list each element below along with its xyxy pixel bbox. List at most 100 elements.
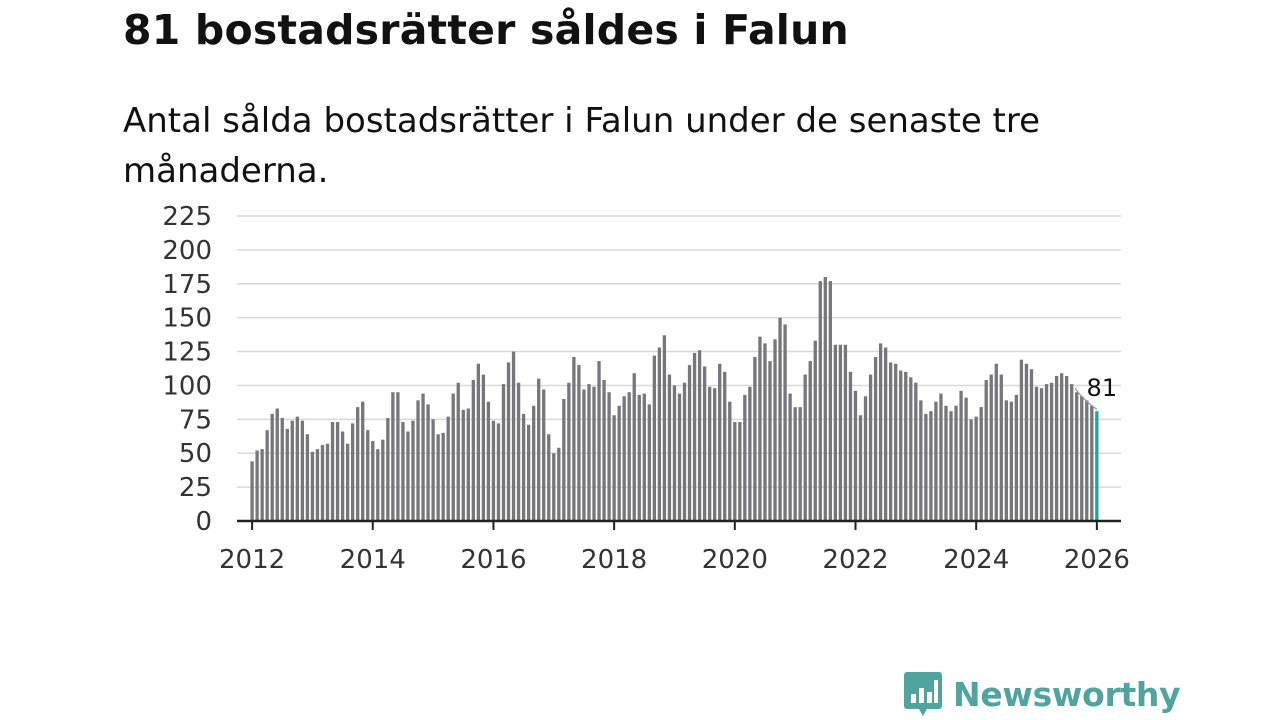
bar <box>391 392 395 521</box>
bar <box>657 347 662 521</box>
bar <box>642 393 646 521</box>
x-tick-label: 2024 <box>943 545 1009 575</box>
bar <box>964 397 968 521</box>
annotation-label: 81 <box>1087 374 1118 402</box>
bar <box>622 396 626 521</box>
bar <box>682 382 687 521</box>
bar <box>456 382 460 521</box>
bar <box>838 344 843 521</box>
bar <box>919 400 923 521</box>
bar <box>1090 405 1094 521</box>
bar <box>496 423 501 521</box>
bar <box>662 335 667 521</box>
bar <box>285 428 289 521</box>
bar <box>461 409 465 521</box>
bar <box>1004 400 1008 521</box>
y-tick-label: 75 <box>179 405 212 435</box>
bar <box>959 390 963 521</box>
bar <box>974 416 978 521</box>
y-tick-label: 50 <box>179 439 212 469</box>
bar <box>255 450 259 521</box>
bar <box>597 361 601 521</box>
bar <box>416 400 420 521</box>
bar <box>803 374 807 521</box>
bar <box>491 420 496 521</box>
bar <box>1009 401 1014 521</box>
bar <box>637 394 641 521</box>
newsworthy-logo: Newsworthy <box>903 670 1181 718</box>
bar <box>476 363 481 521</box>
bar <box>260 449 264 521</box>
bar <box>758 336 762 521</box>
bar <box>521 413 526 521</box>
bar <box>652 355 657 521</box>
bar <box>350 423 355 521</box>
bar <box>542 389 546 521</box>
bar <box>763 343 767 521</box>
bar <box>330 422 335 521</box>
bar <box>738 422 742 521</box>
bar <box>582 389 586 521</box>
bar <box>431 419 435 521</box>
bar <box>718 363 722 521</box>
bar <box>587 384 591 521</box>
bar <box>702 366 707 521</box>
bar <box>1029 369 1034 521</box>
bar <box>376 449 380 521</box>
bar <box>305 434 310 521</box>
chart-title: 81 bostadsrätter såldes i Falun <box>123 6 849 54</box>
bar <box>532 405 536 521</box>
bar <box>295 416 299 521</box>
bar <box>929 411 933 521</box>
bar <box>335 422 340 521</box>
bar <box>516 382 521 521</box>
bar <box>1014 394 1019 521</box>
bar <box>843 344 848 521</box>
bar <box>511 351 516 521</box>
bar <box>441 432 445 521</box>
bar <box>944 405 948 521</box>
bar <box>909 377 913 521</box>
bar <box>356 407 360 521</box>
bar <box>808 361 812 521</box>
bar <box>984 380 988 521</box>
bar <box>848 371 853 521</box>
bar <box>366 430 370 521</box>
bar <box>1024 363 1029 521</box>
bar <box>723 371 727 521</box>
bar <box>345 443 350 521</box>
annotation-connector <box>1074 387 1098 410</box>
y-tick-label: 125 <box>162 338 212 368</box>
bar <box>768 361 772 521</box>
bar <box>939 393 943 521</box>
bar <box>708 386 712 521</box>
bar <box>672 385 677 521</box>
bar <box>632 373 636 521</box>
bar <box>290 420 294 521</box>
bar <box>401 422 405 521</box>
bar <box>421 393 425 521</box>
bar <box>823 277 827 521</box>
bar <box>1049 382 1054 521</box>
bar <box>798 407 802 521</box>
bar <box>1034 386 1039 521</box>
bar <box>592 386 596 521</box>
bar <box>883 347 888 521</box>
bar <box>773 339 777 521</box>
highlight-bar <box>1095 411 1099 521</box>
bar <box>949 411 953 521</box>
y-tick-label: 0 <box>195 507 212 537</box>
bar <box>818 281 822 521</box>
bar <box>914 382 918 521</box>
bar <box>813 340 817 521</box>
bar <box>572 356 576 521</box>
bar <box>868 374 873 521</box>
bar <box>446 416 450 521</box>
bar <box>340 431 345 521</box>
y-tick-label: 150 <box>162 304 212 334</box>
y-tick-label: 175 <box>162 270 212 300</box>
bar <box>627 392 631 521</box>
bar <box>969 419 973 521</box>
bar <box>1044 384 1049 521</box>
